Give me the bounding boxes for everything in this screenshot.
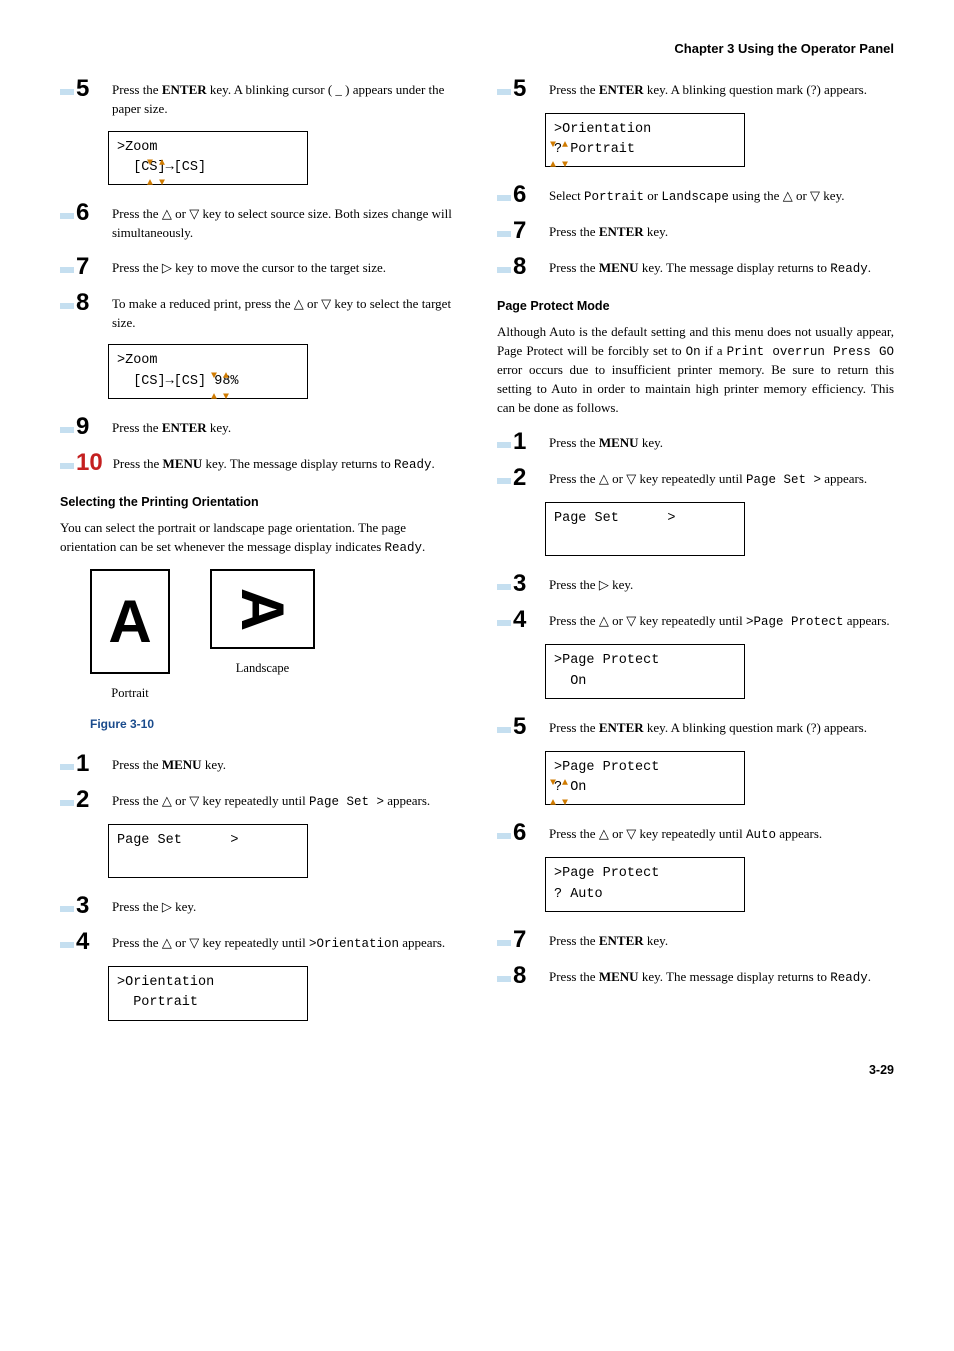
pp-step-8: 8 Press the MENU key. The message displa… [497, 964, 894, 988]
pp-step-5-text: Press the ENTER key. A blinking question… [549, 715, 894, 738]
orient-step-2: 2 Press the △ or ▽ key repeatedly until … [60, 788, 457, 812]
orient-step-5: 5 Press the ENTER key. A blinking questi… [497, 77, 894, 101]
pp-step-1-text: Press the MENU key. [549, 430, 894, 453]
zoom-step-5: 5 Press the ENTER key. A blinking cursor… [60, 77, 457, 119]
zoom-step-6-text: Press the △ or ▽ key to select source si… [112, 201, 457, 243]
pp-step-7: 7 Press the ENTER key. [497, 928, 894, 952]
zoom-step-10-text: Press the MENU key. The message display … [113, 451, 457, 474]
zoom-step-7: 7 Press the ▷ key to move the cursor to … [60, 255, 457, 279]
portrait-figure: A Portrait [90, 569, 170, 702]
zoom-step-5-text: Press the ENTER key. A blinking cursor (… [112, 77, 457, 119]
page-protect-heading: Page Protect Mode [497, 297, 894, 315]
two-column-layout: 5 Press the ENTER key. A blinking cursor… [60, 77, 894, 1037]
pp-step-2-text: Press the △ or ▽ key repeatedly until Pa… [549, 466, 894, 489]
lcd-zoom-1: >Zoom [CS]→[CS]▼ ▲▲ ▼ [108, 131, 308, 186]
pp-step-8-text: Press the MENU key. The message display … [549, 964, 894, 987]
orient-step-4: 4 Press the △ or ▽ key repeatedly until … [60, 930, 457, 954]
zoom-step-8: 8 To make a reduced print, press the △ o… [60, 291, 457, 333]
page-number: 3-29 [60, 1061, 894, 1079]
orient-step-3-text: Press the ▷ key. [112, 894, 457, 917]
lcd-orientation-1: >Orientation Portrait [108, 966, 308, 1021]
pp-step-6: 6 Press the △ or ▽ key repeatedly until … [497, 821, 894, 845]
orient-step-3: 3 Press the ▷ key. [60, 894, 457, 918]
lcd-page-protect-2: >Page Protect ? On▼ ▲▲ ▼ [545, 751, 745, 806]
lcd-page-protect-1: >Page Protect On [545, 644, 745, 699]
chapter-header: Chapter 3 Using the Operator Panel [60, 40, 894, 59]
orient-step-2-text: Press the △ or ▽ key repeatedly until Pa… [112, 788, 457, 811]
page-protect-intro: Although Auto is the default setting and… [497, 323, 894, 418]
zoom-step-9: 9 Press the ENTER key. [60, 415, 457, 439]
orientation-figures: A Portrait A Landscape [90, 569, 457, 702]
pp-step-3-text: Press the ▷ key. [549, 572, 894, 595]
orient-step-8: 8 Press the MENU key. The message displa… [497, 255, 894, 279]
landscape-figure: A Landscape [210, 569, 315, 702]
pp-step-4-text: Press the △ or ▽ key repeatedly until >P… [549, 608, 894, 631]
lcd-pageset-2: Page Set > [545, 502, 745, 557]
left-column: 5 Press the ENTER key. A blinking cursor… [60, 77, 457, 1037]
pp-step-1: 1 Press the MENU key. [497, 430, 894, 454]
pp-step-4: 4 Press the △ or ▽ key repeatedly until … [497, 608, 894, 632]
lcd-page-protect-3: >Page Protect ? Auto [545, 857, 745, 912]
lcd-orientation-2: >Orientation ? Portrait▼ ▲▲ ▼ [545, 113, 745, 168]
orient-step-8-text: Press the MENU key. The message display … [549, 255, 894, 278]
orient-step-7-text: Press the ENTER key. [549, 219, 894, 242]
orientation-intro: You can select the portrait or landscape… [60, 519, 457, 557]
orient-step-7: 7 Press the ENTER key. [497, 219, 894, 243]
zoom-step-6: 6 Press the △ or ▽ key to select source … [60, 201, 457, 243]
pp-step-7-text: Press the ENTER key. [549, 928, 894, 951]
zoom-step-10: 10 Press the MENU key. The message displ… [60, 451, 457, 475]
orient-step-6: 6 Select Portrait or Landscape using the… [497, 183, 894, 207]
orient-step-5-text: Press the ENTER key. A blinking question… [549, 77, 894, 100]
zoom-step-9-text: Press the ENTER key. [112, 415, 457, 438]
zoom-step-7-text: Press the ▷ key to move the cursor to th… [112, 255, 457, 278]
orient-step-1-text: Press the MENU key. [112, 752, 457, 775]
orient-step-4-text: Press the △ or ▽ key repeatedly until >O… [112, 930, 457, 953]
zoom-step-8-text: To make a reduced print, press the △ or … [112, 291, 457, 333]
orient-step-6-text: Select Portrait or Landscape using the △… [549, 183, 894, 206]
lcd-pageset-1: Page Set > [108, 824, 308, 879]
pp-step-3: 3 Press the ▷ key. [497, 572, 894, 596]
lcd-zoom-2: >Zoom [CS]→[CS] 98%▼ ▲▲ ▼ [108, 344, 308, 399]
pp-step-6-text: Press the △ or ▽ key repeatedly until Au… [549, 821, 894, 844]
pp-step-2: 2 Press the △ or ▽ key repeatedly until … [497, 466, 894, 490]
orientation-heading: Selecting the Printing Orientation [60, 493, 457, 511]
orient-step-1: 1 Press the MENU key. [60, 752, 457, 776]
figure-caption: Figure 3-10 [90, 716, 457, 733]
right-column: 5 Press the ENTER key. A blinking questi… [497, 77, 894, 1037]
pp-step-5: 5 Press the ENTER key. A blinking questi… [497, 715, 894, 739]
